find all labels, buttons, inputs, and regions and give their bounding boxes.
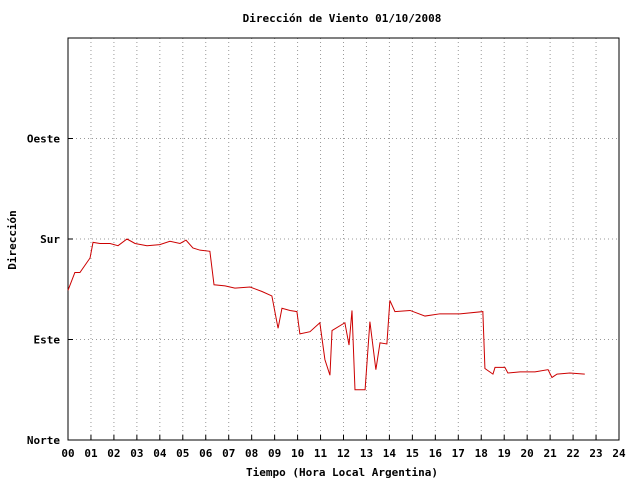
x-tick-label: 20 (521, 447, 534, 460)
x-tick-label: 14 (383, 447, 397, 460)
x-tick-label: 22 (566, 447, 579, 460)
x-axis-label: Tiempo (Hora Local Argentina) (246, 466, 438, 479)
data-line (67, 238, 585, 391)
x-tick-label: 04 (153, 447, 167, 460)
x-tick-label: 05 (176, 447, 189, 460)
x-tick-label: 03 (130, 447, 143, 460)
x-tick-label: 02 (107, 447, 120, 460)
chart-title: Dirección de Viento 01/10/2008 (243, 12, 442, 25)
x-tick-label: 00 (61, 447, 74, 460)
y-tick-label: Este (34, 334, 61, 347)
plot-frame (67, 37, 620, 441)
x-tick-label: 23 (589, 447, 602, 460)
x-tick-label: 10 (291, 447, 304, 460)
x-tick-label: 01 (84, 447, 98, 460)
x-tick-label: 07 (222, 447, 235, 460)
x-tick-label: 11 (314, 447, 328, 460)
y-axis-label: Dirección (6, 210, 19, 270)
x-tick-label: 09 (268, 447, 281, 460)
x-tick-label: 12 (337, 447, 350, 460)
x-tick-label: 13 (360, 447, 373, 460)
x-tick-label: 18 (475, 447, 488, 460)
x-tick-label: 19 (498, 447, 511, 460)
x-tick-label: 06 (199, 447, 213, 460)
x-tick-label: 16 (429, 447, 443, 460)
x-tick-label: 21 (544, 447, 558, 460)
x-tick-label: 15 (406, 447, 419, 460)
y-tick-label: Oeste (27, 133, 60, 146)
x-tick-label: 24 (612, 447, 626, 460)
x-tick-label: 17 (452, 447, 465, 460)
x-tick-label: 08 (245, 447, 258, 460)
y-tick-label: Norte (27, 434, 60, 447)
y-tick-label: Sur (40, 233, 60, 246)
